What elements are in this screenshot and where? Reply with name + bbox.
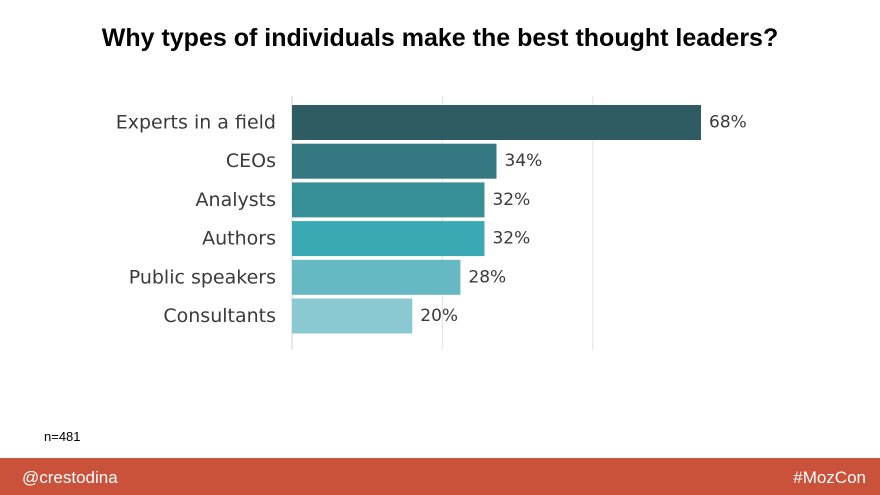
category-label: Consultants [163,305,276,327]
bar [292,221,485,257]
category-label: CEOs [226,150,276,172]
bar [292,259,461,295]
bar [292,143,497,179]
slide-title: Why types of individuals make the best t… [101,24,779,52]
value-label: 68% [709,113,747,133]
bar [292,182,485,218]
chart-bars: Experts in a field 68% CEOs 34% Analysts 32% A… [116,105,747,334]
value-label: 20% [420,306,458,326]
footer-bar: @crestodina #MozCon [0,458,880,495]
bar-chart: Experts in a field 68% CEOs 34% Analysts 32% A… [116,96,747,350]
value-label: 32% [492,229,530,249]
value-label: 28% [468,267,506,287]
footer-handle: @crestodina [22,468,118,487]
category-label: Public speakers [129,266,276,288]
footer-hashtag: #MozCon [793,468,866,487]
category-label: Authors [202,228,276,250]
bar [292,105,701,140]
category-label: Analysts [196,189,276,211]
value-label: 32% [492,190,530,210]
category-label: Experts in a field [116,112,276,134]
bar [292,298,413,334]
value-label: 34% [505,151,543,171]
sample-size-note: n=481 [44,429,81,444]
